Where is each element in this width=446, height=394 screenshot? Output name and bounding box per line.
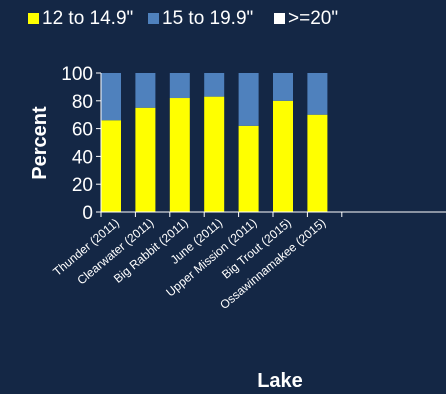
legend-swatch	[274, 13, 285, 24]
legend-swatch	[28, 13, 39, 24]
y-tick-label: 60	[72, 120, 93, 141]
bar-segment	[273, 73, 293, 101]
bar-segment	[238, 125, 259, 212]
y-tick-label: 20	[72, 175, 93, 196]
bar-segment	[273, 100, 293, 212]
bar-segment	[307, 114, 328, 212]
bar-segment	[307, 73, 328, 115]
bar-segment	[204, 96, 225, 212]
legend-label: 15 to 19.9"	[162, 8, 253, 29]
bar-segment	[101, 120, 121, 212]
y-axis-title: Percent	[29, 106, 51, 180]
bar-segment	[101, 73, 121, 121]
legend-label: 12 to 14.9"	[42, 8, 133, 29]
legend-swatch	[148, 13, 159, 24]
legend-label: >=20"	[288, 8, 338, 29]
y-tick-label: 100	[61, 64, 93, 85]
legend: 12 to 14.9" 15 to 19.9" >=20"	[28, 8, 338, 29]
bar-segment	[169, 98, 190, 212]
y-tick-label: 40	[72, 147, 93, 168]
bar-segment	[238, 73, 259, 126]
y-axis: 0 20 40 60 80 100	[61, 64, 102, 224]
x-axis-title: Lake	[257, 370, 303, 392]
bar-segment	[135, 107, 156, 212]
y-tick-label: 80	[72, 92, 93, 113]
bar-segment	[135, 73, 156, 108]
bar-segment	[169, 73, 190, 99]
bar-segment	[204, 73, 225, 97]
y-tick-label: 0	[82, 203, 93, 224]
x-axis: Thunder (2011)Clearwater (2011)Big Rabbi…	[50, 211, 446, 312]
plot-area	[101, 73, 328, 212]
